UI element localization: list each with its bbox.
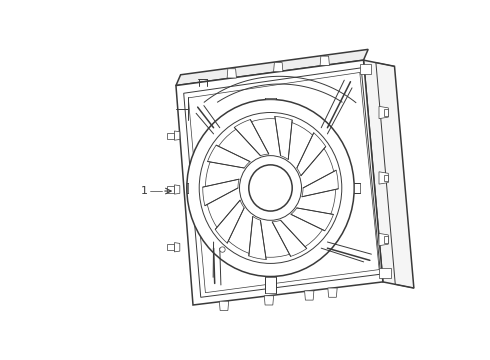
Polygon shape [227, 69, 236, 78]
Polygon shape [360, 64, 371, 74]
Polygon shape [215, 200, 244, 243]
Polygon shape [384, 109, 388, 116]
Polygon shape [174, 131, 180, 140]
Polygon shape [384, 237, 388, 243]
Polygon shape [208, 145, 250, 168]
Polygon shape [203, 179, 239, 206]
Polygon shape [297, 133, 326, 176]
Polygon shape [379, 268, 391, 278]
Ellipse shape [249, 165, 292, 211]
Ellipse shape [205, 119, 336, 257]
Polygon shape [379, 172, 388, 184]
Polygon shape [184, 68, 381, 297]
Ellipse shape [240, 156, 301, 220]
Polygon shape [234, 120, 269, 156]
Polygon shape [384, 175, 388, 181]
Polygon shape [188, 72, 379, 293]
Polygon shape [167, 244, 174, 250]
Polygon shape [273, 62, 283, 72]
Polygon shape [174, 243, 180, 252]
Polygon shape [265, 276, 276, 293]
Polygon shape [167, 186, 174, 193]
Polygon shape [265, 98, 276, 99]
Polygon shape [320, 56, 329, 66]
Ellipse shape [220, 247, 225, 252]
Polygon shape [249, 216, 266, 260]
Polygon shape [272, 220, 307, 256]
Polygon shape [302, 170, 338, 197]
Polygon shape [264, 296, 273, 305]
Polygon shape [291, 208, 334, 231]
Polygon shape [354, 183, 360, 193]
Ellipse shape [199, 112, 342, 264]
Polygon shape [176, 49, 368, 86]
Polygon shape [305, 291, 314, 300]
Polygon shape [379, 106, 388, 119]
Polygon shape [176, 60, 383, 305]
Polygon shape [167, 132, 174, 139]
Polygon shape [328, 288, 337, 297]
Polygon shape [275, 116, 292, 159]
Polygon shape [174, 185, 180, 194]
Polygon shape [220, 301, 229, 310]
Polygon shape [187, 183, 188, 193]
Ellipse shape [187, 99, 354, 276]
Polygon shape [364, 60, 414, 288]
Polygon shape [379, 233, 388, 246]
Text: 1: 1 [141, 186, 148, 196]
